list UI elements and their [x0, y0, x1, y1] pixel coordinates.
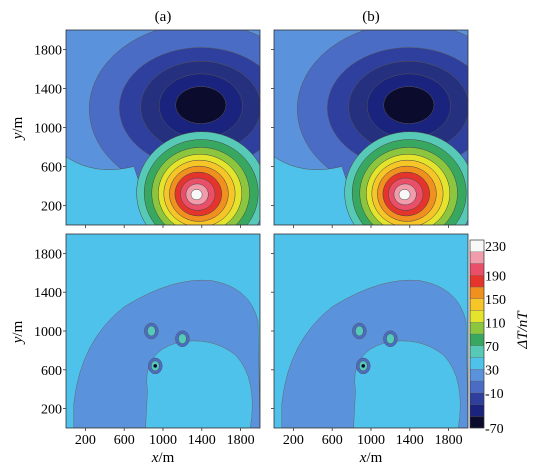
y-tick-label: 1400 [34, 83, 62, 98]
y-tick-label: 1800 [34, 44, 62, 59]
x-axis-label-left: x/m [151, 450, 175, 466]
x-tick-label: 200 [283, 433, 304, 448]
colorbar-swatch [469, 263, 485, 276]
panel-a-contour-map [66, 30, 260, 225]
panel-b-positive-ring [398, 189, 411, 201]
colorbar-swatch [469, 357, 485, 370]
colorbar-swatch [469, 380, 485, 393]
colorbar-swatch [469, 286, 485, 299]
panel-c-residual-spot-core [147, 325, 156, 337]
panel-d-residual-spot-center [361, 364, 366, 368]
x-tick-label: 1400 [188, 433, 216, 448]
colorbar-tick-label: 190 [485, 269, 506, 284]
y-tick-label: 1800 [34, 247, 62, 262]
colorbar-tick-label: 150 [485, 293, 506, 308]
colorbar-label: ΔT/nT [515, 310, 531, 350]
y-axis-label-top: y/m [10, 116, 26, 141]
panel-a-positive-ring [190, 189, 203, 201]
colorbar-tick-label: 230 [485, 240, 506, 255]
colorbar-swatch [469, 310, 485, 323]
colorbar-frame [469, 239, 485, 429]
x-tick-label: 200 [75, 433, 96, 448]
colorbar-swatch [469, 251, 485, 264]
colorbar-swatch [469, 369, 485, 382]
panel-c-residual-map [66, 234, 260, 428]
panel-a-label: (a) [155, 9, 172, 25]
colorbar: 230 190 150 110 70 30 -10 -70 [469, 239, 506, 437]
x-tick-label: 1400 [396, 433, 424, 448]
panel-c-residual-spot-center [153, 364, 158, 368]
y-tick-label: 1000 [34, 122, 62, 137]
x-tick-label: 1000 [149, 433, 177, 448]
y-axis-label-bottom: y/m [10, 320, 26, 345]
y-tick-label: 1000 [34, 325, 62, 340]
panel-d-residual-spot-core [386, 333, 395, 344]
panel-b-lowland [274, 156, 362, 225]
y-tick-label: 200 [41, 403, 62, 418]
panel-b-contour-map [274, 30, 468, 225]
colorbar-tick-label: 70 [485, 340, 499, 355]
y-tick-label: 200 [41, 200, 62, 215]
axes: 200 600 1000 1400 1800 200 600 1000 1400 1800 200 6… [34, 44, 463, 449]
x-tick-label: 600 [114, 433, 135, 448]
colorbar-swatch [469, 239, 485, 252]
panel-a-lowland [66, 156, 154, 225]
colorbar-swatch [469, 404, 485, 417]
colorbar-tick-label: -70 [485, 422, 504, 437]
colorbar-swatch [469, 392, 485, 405]
colorbar-swatch [469, 322, 485, 335]
colorbar-tick-label: 30 [485, 363, 499, 378]
x-axis-label-right: x/m [359, 450, 383, 466]
colorbar-swatch [469, 298, 485, 311]
x-tick-label: 600 [322, 433, 343, 448]
panel-d-residual-map [274, 234, 468, 428]
colorbar-tick-label: 110 [485, 316, 505, 331]
y-tick-label: 600 [41, 364, 62, 379]
x-tick-label: 1800 [435, 433, 463, 448]
colorbar-swatch [469, 275, 485, 288]
colorbar-swatch [469, 345, 485, 358]
panel-d-residual-spot-core [355, 325, 364, 337]
colorbar-swatch [469, 416, 485, 429]
y-tick-label: 1400 [34, 286, 62, 301]
x-tick-label: 1800 [227, 433, 255, 448]
panel-b-label: (b) [362, 9, 380, 25]
y-tick-label: 600 [41, 161, 62, 176]
panel-b-negative-band [383, 86, 435, 124]
panel-a-negative-band [175, 86, 227, 124]
panel-c-residual-spot-core [178, 333, 187, 344]
colorbar-tick-label: -10 [485, 387, 504, 402]
x-tick-label: 1000 [357, 433, 385, 448]
colorbar-swatch [469, 333, 485, 346]
